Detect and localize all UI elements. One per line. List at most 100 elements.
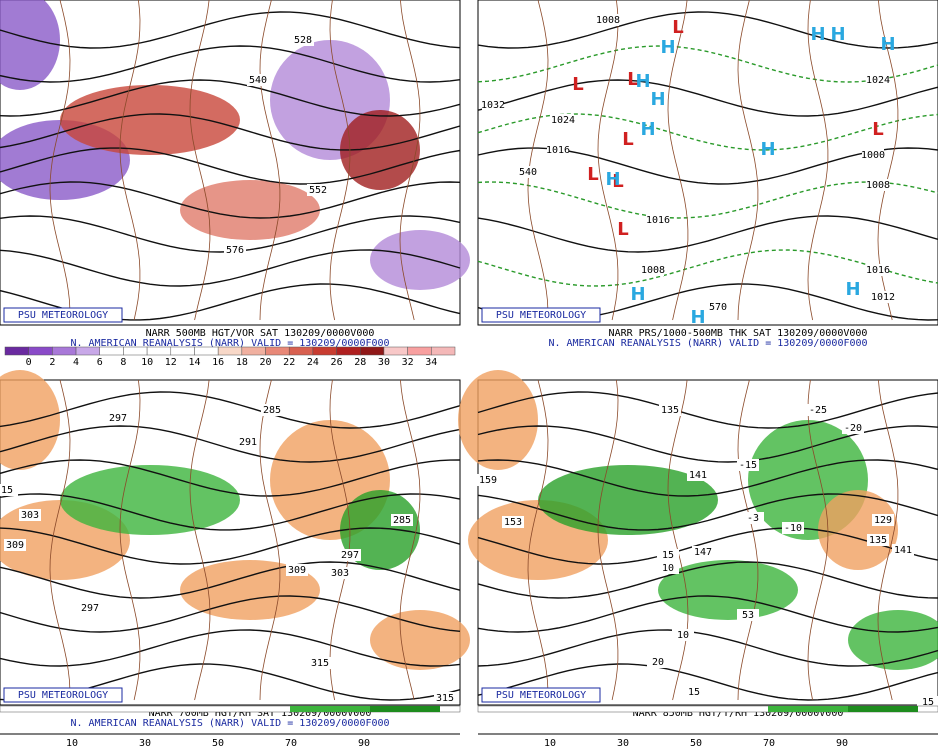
label-bg <box>597 14 619 26</box>
pressure-center: H <box>830 24 845 45</box>
contour-label: 291 <box>239 437 257 448</box>
contour-label: 315 <box>436 693 454 704</box>
colorbar-label: 10 <box>141 357 153 368</box>
panel: 297 285 291 15 303 309 297 309 303 297 285 315 315 PS… <box>0 370 470 749</box>
label-bg <box>657 549 679 561</box>
product-line: NARR 850MB HGT/T/RH 130209/0000V000 <box>633 708 844 719</box>
pressure-center: H <box>635 71 650 92</box>
colorbar-cell <box>170 346 195 356</box>
pressure-center: H <box>650 89 665 110</box>
colorbar-cell <box>123 346 148 356</box>
colorbar-label: 32 <box>402 357 414 368</box>
label-bg <box>737 459 759 471</box>
contour <box>477 459 938 497</box>
label-bg <box>683 686 705 698</box>
map-label: PSU METEOROLOGY <box>18 690 108 701</box>
logo-box <box>481 307 601 323</box>
border <box>259 0 281 321</box>
colorbar-label: 16 <box>212 357 224 368</box>
contour <box>477 215 938 253</box>
colorbar-label: 0 <box>26 357 32 368</box>
shading <box>370 230 470 290</box>
pressure-center: L <box>622 129 633 150</box>
colorbar-label: 90 <box>836 738 848 749</box>
label-bg <box>867 264 889 276</box>
label-bg <box>79 602 101 614</box>
shading <box>0 0 60 90</box>
pressure-center: L <box>627 69 638 90</box>
colorbar-green <box>370 706 440 712</box>
panel: 1008 1032 1024 1016 1016 1000 1008 1024 1012 1016… <box>477 0 938 349</box>
contour <box>477 629 938 667</box>
contour-label: 540 <box>249 75 267 86</box>
shading <box>180 560 320 620</box>
contour <box>477 527 938 565</box>
contour-label: 315 <box>311 658 329 669</box>
label-bg <box>872 514 894 526</box>
border <box>119 379 141 701</box>
contour-label: 53 <box>742 610 754 621</box>
label-bg <box>867 179 889 191</box>
contour-label: 1024 <box>866 75 890 86</box>
colorbar-cell <box>4 346 29 356</box>
shading <box>818 490 898 570</box>
label-bg <box>872 291 894 303</box>
border <box>119 0 141 321</box>
colorbar-label: 30 <box>139 738 151 749</box>
label-bg <box>434 692 456 704</box>
colorbar <box>0 705 461 713</box>
shading <box>60 465 240 535</box>
label-bg <box>657 562 679 574</box>
contour-label: 15 <box>662 550 674 561</box>
valid-line: N. AMERICAN REANALYSIS (NARR) VALID = 13… <box>70 718 389 729</box>
border <box>259 379 281 701</box>
contour <box>477 181 938 219</box>
contour-label: 1016 <box>646 215 670 226</box>
contour-label: 15 <box>688 687 700 698</box>
label-bg <box>391 514 413 526</box>
label-bg <box>737 609 759 621</box>
contour-label: 1024 <box>551 115 575 126</box>
shading <box>60 85 240 155</box>
colorbar-cell <box>99 346 124 356</box>
contour-label: 159 <box>479 475 497 486</box>
colorbar-label: 70 <box>285 738 297 749</box>
border <box>597 0 619 321</box>
colorbar-label: 20 <box>260 357 272 368</box>
border <box>189 0 211 321</box>
map-background <box>477 0 938 326</box>
contour-label: 297 <box>81 603 99 614</box>
label-bg <box>19 509 41 521</box>
contour <box>477 391 938 429</box>
colorbar-label: 8 <box>120 357 126 368</box>
colorbar-label: 34 <box>425 357 437 368</box>
contour <box>0 595 461 633</box>
contour-label: 135 <box>661 405 679 416</box>
product-line: NARR PRS/1000-500MB THK SAT 130209/0000V… <box>609 328 868 339</box>
border <box>329 0 351 321</box>
pressure-center: H <box>630 284 645 305</box>
label-bg <box>807 404 829 416</box>
colorbar-cell <box>383 346 408 356</box>
panel: 135 -25 -20 159 153 141 -15 -10 -3 129 135 141 147 15… <box>458 370 938 749</box>
colorbar-label: 6 <box>97 357 103 368</box>
contour-label: 135 <box>869 535 887 546</box>
contour-label: 1016 <box>866 265 890 276</box>
contour-label: 1012 <box>871 292 895 303</box>
contour <box>0 11 461 49</box>
shading <box>370 610 470 670</box>
contour <box>0 45 461 83</box>
shading <box>180 180 320 240</box>
border <box>329 379 351 701</box>
colorbar-label: 10 <box>544 738 556 749</box>
pressure-center: L <box>617 219 628 240</box>
colorbar-cell <box>194 346 219 356</box>
label-bg <box>892 544 914 556</box>
label-bg <box>4 539 26 551</box>
contour-label: 1008 <box>596 15 620 26</box>
contour-label: 1016 <box>546 145 570 156</box>
logo-box <box>3 307 123 323</box>
contour <box>477 249 938 287</box>
border <box>527 0 549 320</box>
